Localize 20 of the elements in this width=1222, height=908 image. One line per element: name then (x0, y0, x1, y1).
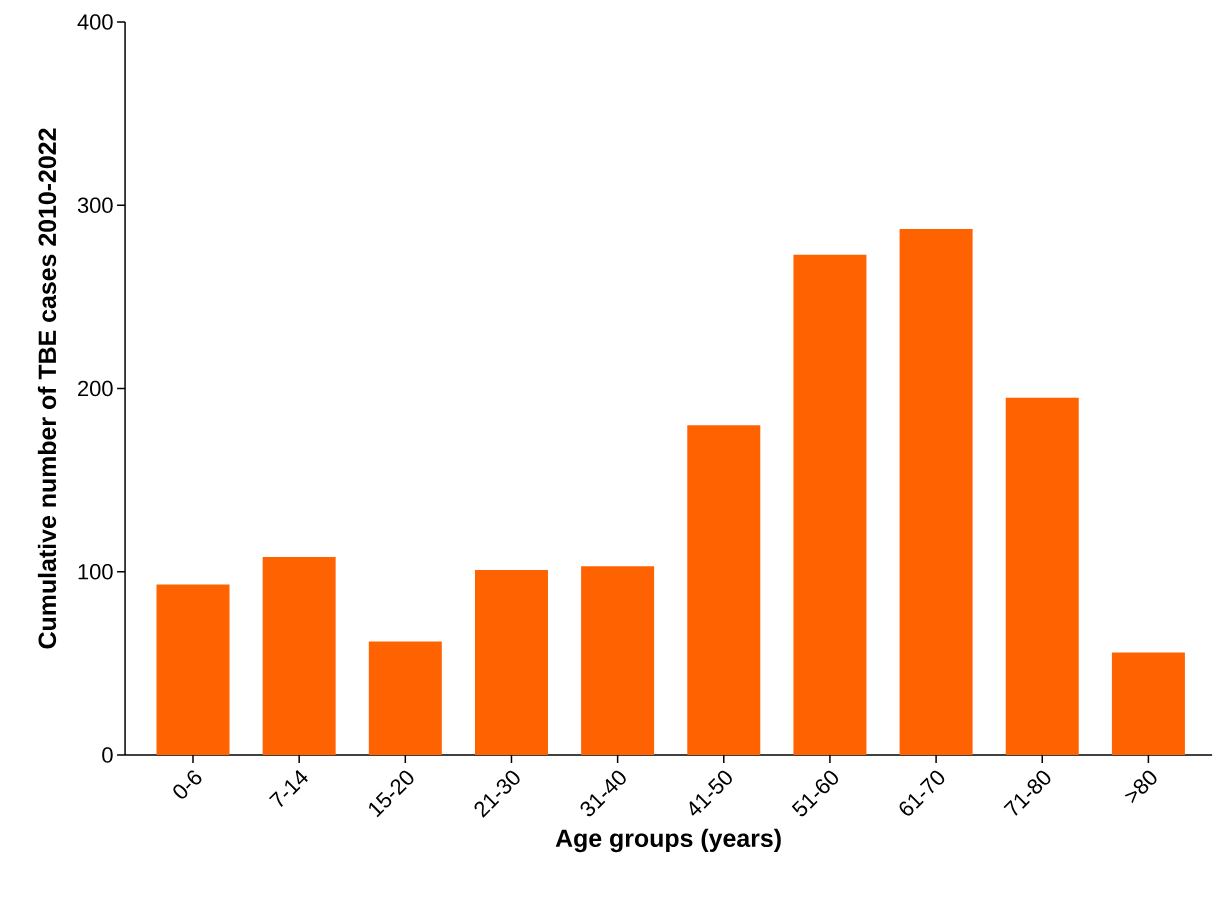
bar (1005, 397, 1079, 755)
bar (156, 584, 230, 755)
y-tick-label: 200 (78, 380, 113, 397)
x-tick-label: >80 (1124, 770, 1157, 804)
bar (262, 557, 336, 755)
y-axis-title: Cumulative number of TBE cases 2010-2022 (37, 128, 57, 649)
x-tick-label: 0-6 (173, 770, 202, 799)
bar (581, 566, 655, 755)
bar (793, 254, 867, 755)
y-tick-label: 100 (78, 563, 113, 580)
x-axis-title: Age groups (years) (555, 828, 781, 853)
y-tick-label: 300 (77, 197, 113, 214)
bar (687, 425, 761, 755)
y-tick-label: 400 (77, 14, 113, 30)
bar (368, 641, 442, 755)
bar (899, 229, 973, 755)
y-tick-label: 0 (102, 747, 113, 763)
x-tick-label: 7-14 (268, 769, 308, 807)
bar (474, 569, 548, 755)
bar (1111, 652, 1185, 755)
